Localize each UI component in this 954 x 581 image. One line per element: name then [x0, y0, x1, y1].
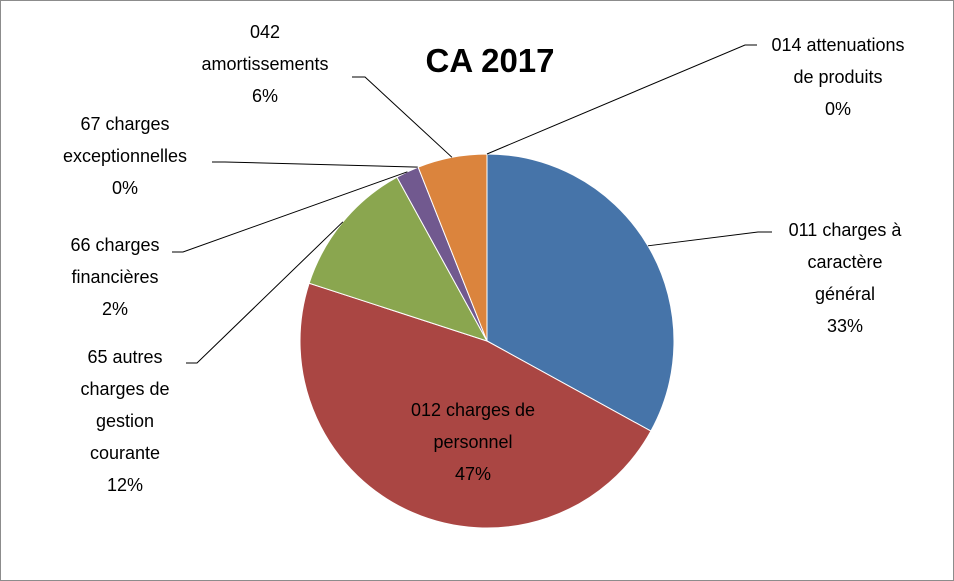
value-label: 2%	[101, 299, 128, 319]
slice-label: 012 charges de personnel 47%	[398, 394, 548, 490]
slice-label: 66 charges financières 2%	[45, 229, 185, 325]
pie-slice	[486, 153, 675, 432]
pie-slice	[299, 282, 652, 529]
category-label: 65 autres charges de gestion courante	[80, 347, 170, 463]
slice-label: 042 amortissements 6%	[195, 16, 335, 112]
value-label: 6%	[251, 86, 278, 106]
leader-line	[172, 171, 408, 253]
chart-title: CA 2017	[425, 42, 555, 79]
value-label: 47%	[454, 464, 492, 484]
value-label: 0%	[111, 178, 138, 198]
pie-slice	[417, 153, 488, 342]
category-label: 67 charges exceptionnelles	[62, 114, 188, 166]
value-label: 0%	[824, 99, 851, 119]
leader-line	[212, 161, 419, 168]
leader-line	[647, 231, 772, 247]
slice-label: 014 attenuations de produits 0%	[771, 29, 906, 125]
category-label: 042 amortissements	[201, 22, 329, 74]
slice-label: 011 charges à caractère général 33%	[775, 214, 915, 342]
slice-label: 67 charges exceptionnelles 0%	[50, 108, 200, 204]
value-label: 33%	[826, 316, 864, 336]
category-label: 66 charges financières	[70, 235, 160, 287]
category-label: 011 charges à caractère général	[788, 220, 902, 304]
category-label: 014 attenuations de produits	[771, 35, 905, 87]
slice-label: 65 autres charges de gestion courante 12%	[70, 341, 180, 501]
leader-line	[352, 76, 453, 158]
leader-line	[486, 44, 757, 155]
value-label: 12%	[106, 475, 144, 495]
pie-slice	[308, 176, 489, 342]
leader-line	[186, 221, 344, 364]
category-label: 012 charges de personnel	[410, 400, 536, 452]
